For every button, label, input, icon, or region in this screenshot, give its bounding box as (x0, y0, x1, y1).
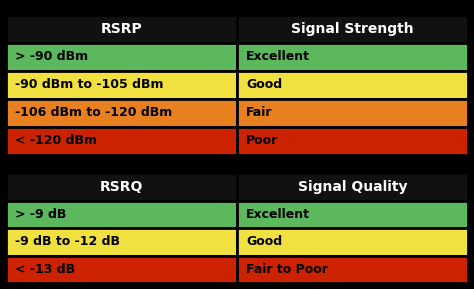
Text: Poor: Poor (246, 134, 279, 147)
Bar (237, 15, 468, 43)
Bar (237, 173, 468, 201)
Bar (237, 127, 468, 155)
Bar (6, 71, 237, 99)
Text: Good: Good (246, 79, 283, 92)
Text: Excellent: Excellent (246, 208, 310, 221)
Bar (237, 255, 468, 283)
Text: RSRQ: RSRQ (100, 180, 143, 194)
Bar (237, 71, 468, 99)
Text: Fair to Poor: Fair to Poor (246, 263, 328, 276)
Bar (6, 127, 237, 155)
Bar (6, 228, 237, 255)
Text: Good: Good (246, 235, 283, 248)
Text: Signal Strength: Signal Strength (291, 22, 414, 36)
Bar (237, 201, 468, 228)
Text: > -90 dBm: > -90 dBm (15, 51, 88, 64)
Bar (6, 255, 237, 283)
Text: < -120 dBm: < -120 dBm (15, 134, 97, 147)
Text: > -9 dB: > -9 dB (15, 208, 67, 221)
Bar (6, 43, 237, 71)
Bar (237, 228, 468, 255)
Text: Signal Quality: Signal Quality (298, 180, 407, 194)
Bar (237, 99, 468, 127)
Text: Excellent: Excellent (246, 51, 310, 64)
Bar (6, 201, 237, 228)
Text: Fair: Fair (246, 107, 273, 119)
Bar (6, 15, 237, 43)
Text: RSRP: RSRP (100, 22, 142, 36)
Bar (6, 99, 237, 127)
Bar (6, 173, 237, 201)
Bar (237, 43, 468, 71)
Text: -90 dBm to -105 dBm: -90 dBm to -105 dBm (15, 79, 164, 92)
Text: -9 dB to -12 dB: -9 dB to -12 dB (15, 235, 120, 248)
Text: < -13 dB: < -13 dB (15, 263, 75, 276)
Text: -106 dBm to -120 dBm: -106 dBm to -120 dBm (15, 107, 173, 119)
